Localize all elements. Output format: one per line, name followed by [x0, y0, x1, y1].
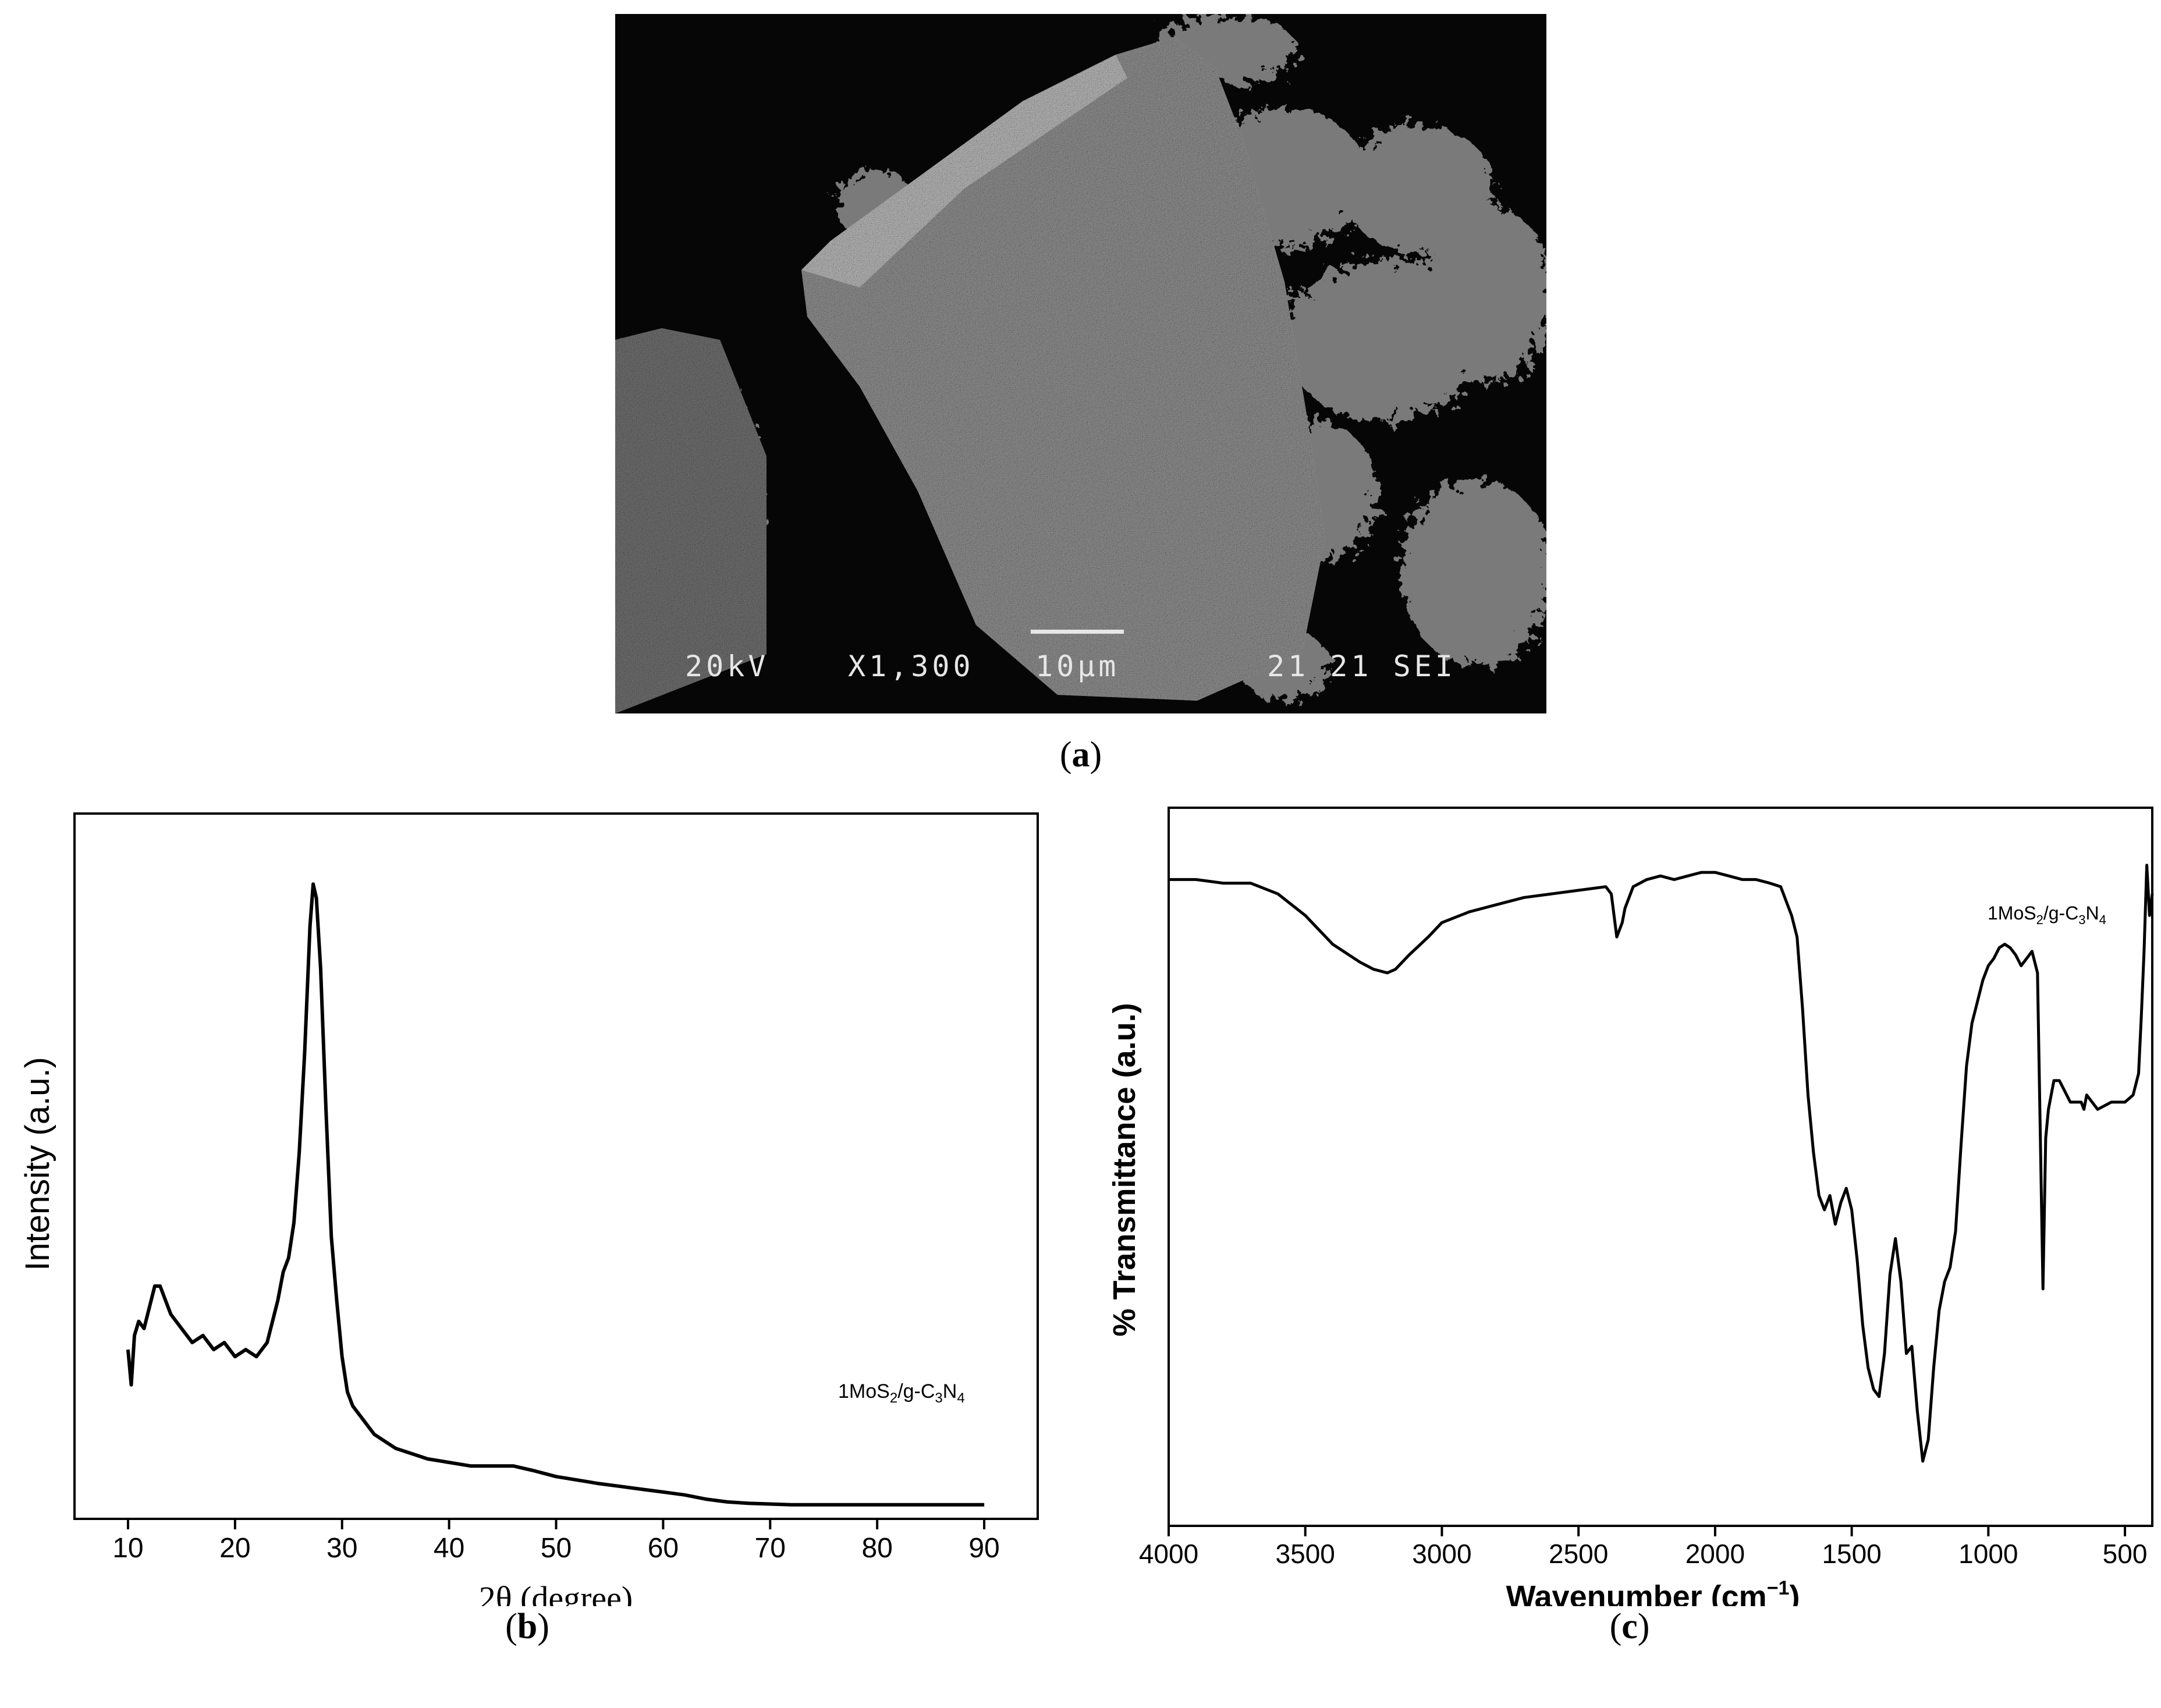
ftir-x-ticks: 4000 3500 3000 2500 2000 1500 1000 500	[1139, 1526, 2148, 1569]
x-tick-label: 2500	[1549, 1539, 1608, 1569]
x-tick-label: 80	[861, 1533, 892, 1564]
sem-scale-label: 10μm	[1035, 649, 1120, 683]
x-tick-label: 3500	[1276, 1539, 1335, 1569]
caption-a: (a)	[1059, 735, 1102, 775]
x-tick-label: 10	[112, 1533, 143, 1564]
x-tick-label: 1000	[1958, 1539, 2018, 1569]
ftir-y-axis-label: % Transmittance (a.u.)	[1107, 1003, 1142, 1336]
ftir-series-line	[1169, 864, 2154, 1463]
caption-b: (b)	[505, 1607, 549, 1646]
scale-bar-line	[1031, 630, 1124, 634]
xrd-x-axis-label: 2θ (degree)	[479, 1579, 633, 1606]
caption-c: (c)	[1609, 1607, 1650, 1646]
x-tick-label: 90	[968, 1533, 999, 1564]
x-tick-label: 1500	[1822, 1539, 1881, 1569]
xrd-plot-frame	[73, 812, 1039, 1520]
sem-image	[615, 14, 1546, 713]
x-tick-label: 2000	[1685, 1539, 1745, 1569]
xrd-y-axis-label: Intensity (a.u.)	[19, 1057, 56, 1270]
x-tick-label: 60	[648, 1533, 679, 1564]
ftir-plot-frame	[1168, 807, 2153, 1527]
x-tick-label: 40	[434, 1533, 464, 1564]
ftir-chart: 4000 3500 3000 2500 2000 1500 1000 500 Wavenumb…	[1107, 807, 2154, 1606]
xrd-chart: 10 20 30 40 50 60 70 80 90 2θ (degree) Intensity…	[19, 812, 1039, 1606]
x-tick-label: 500	[2103, 1539, 2148, 1569]
sem-id-label: 21 21 SEI	[1267, 649, 1456, 683]
xrd-x-ticks: 10 20 30 40 50 60 70 80 90	[112, 1519, 1000, 1564]
x-tick-label: 30	[327, 1533, 357, 1564]
sem-micrograph: 20kV X1,300 10μm 21 21 SEI	[615, 14, 1546, 713]
xrd-series-line	[126, 882, 985, 1507]
x-tick-label: 20	[219, 1533, 250, 1564]
x-tick-label: 50	[541, 1533, 572, 1564]
x-tick-label: 3000	[1412, 1539, 1471, 1569]
ftir-x-axis-label: Wavenumber (cm−1)	[1506, 1577, 1800, 1606]
x-tick-label: 70	[755, 1533, 786, 1564]
sem-voltage-label: 20kV	[685, 649, 769, 683]
xrd-sample-annotation: 1MoS2/g-C3N4	[838, 1380, 965, 1406]
sem-magnification-label: X1,300	[848, 649, 974, 683]
ftir-sample-annotation: 1MoS2/g-C3N4	[1988, 903, 2106, 927]
x-tick-label: 4000	[1139, 1539, 1198, 1569]
